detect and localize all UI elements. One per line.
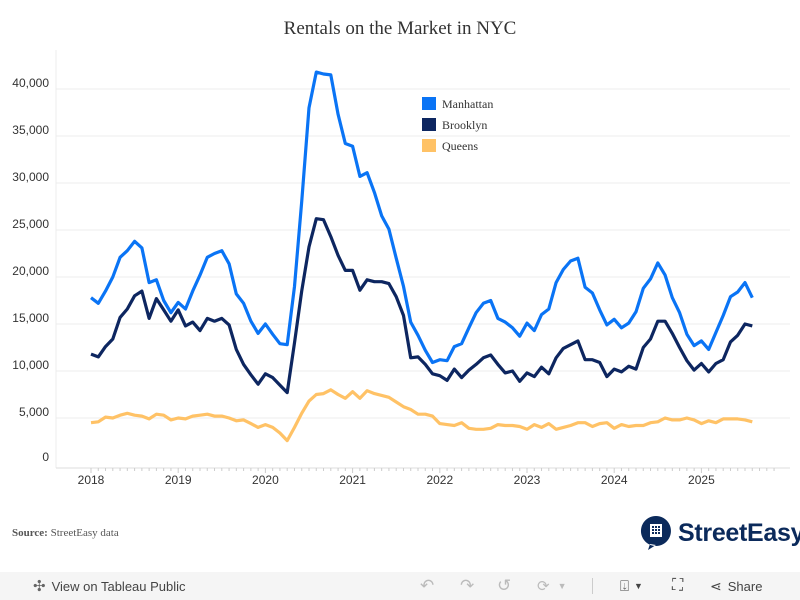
logo-text: StreetEasy <box>678 518 800 547</box>
legend-label: Manhattan <box>442 97 493 111</box>
undo-icon: ↶ <box>420 576 435 595</box>
share-icon: ⋖ <box>710 577 722 594</box>
redo-button[interactable]: ↷ <box>460 576 474 596</box>
source-label: Source: <box>12 527 48 539</box>
refresh-button[interactable]: ⟳ ▼ <box>537 577 567 595</box>
source-text: StreetEasy data <box>50 527 119 539</box>
tableau-icon: ✣ <box>33 578 46 595</box>
y-tick-label: 25,000 <box>12 217 49 231</box>
line-chart: 0 5,000 10,000 15,000 20,000 25,000 30,000 35,0… <box>12 50 790 487</box>
revert-button[interactable]: ↺ <box>497 576 511 596</box>
x-tick-label: 2024 <box>601 473 628 487</box>
x-tick-label: 2023 <box>514 473 541 487</box>
y-tick-label: 5,000 <box>19 405 49 419</box>
revert-icon: ↺ <box>497 576 512 595</box>
legend: Manhattan Brooklyn Queens <box>422 97 493 153</box>
download-icon: ⍗ <box>620 577 630 595</box>
download-button[interactable]: ⍗ ▼ <box>620 578 643 595</box>
legend-item-queens[interactable]: Queens <box>422 139 478 153</box>
y-tick-label: 35,000 <box>12 123 49 137</box>
tableau-toolbar: ✣ View on Tableau Public ↶ ↷ ↺ ⟳ ▼ ⍗ ▼ ⛶ ⋖… <box>0 572 800 600</box>
legend-label: Queens <box>442 139 478 153</box>
series-lines <box>90 70 754 443</box>
y-tick-label: 0 <box>42 450 49 464</box>
x-tick-label: 2025 <box>688 473 715 487</box>
streeteasy-logo: StreetEasy <box>640 515 800 551</box>
y-tick-label: 20,000 <box>12 264 49 278</box>
legend-item-manhattan[interactable]: Manhattan <box>422 97 493 111</box>
legend-swatch <box>422 118 436 131</box>
fullscreen-icon: ⛶ <box>672 577 684 594</box>
y-tick-label: 40,000 <box>12 76 49 90</box>
y-tick-label: 10,000 <box>12 358 49 372</box>
y-tick-label: 15,000 <box>12 311 49 325</box>
legend-swatch <box>422 97 436 110</box>
source-note: Source: StreetEasy data <box>12 527 119 539</box>
building-icon <box>640 516 671 550</box>
view-on-tableau-button[interactable]: ✣ View on Tableau Public <box>33 577 186 595</box>
view-on-tableau-label: View on Tableau Public <box>51 578 186 594</box>
y-axis: 0 5,000 10,000 15,000 20,000 25,000 30,000 35,0… <box>12 76 49 464</box>
chevron-down-icon: ▼ <box>557 581 567 591</box>
refresh-icon: ⟳ <box>537 578 550 595</box>
x-tick-label: 2022 <box>426 473 453 487</box>
x-tick-label: 2020 <box>252 473 279 487</box>
legend-label: Brooklyn <box>442 118 487 132</box>
x-tick-label: 2019 <box>165 473 192 487</box>
fullscreen-button[interactable]: ⛶ <box>672 577 683 595</box>
series-line-brooklyn[interactable] <box>90 217 753 395</box>
toolbar-divider <box>592 578 593 594</box>
share-button[interactable]: ⋖ Share <box>710 578 762 595</box>
legend-item-brooklyn[interactable]: Brooklyn <box>422 118 487 132</box>
chart-title: Rentals on the Market in NYC <box>283 18 517 39</box>
legend-swatch <box>422 139 436 152</box>
series-line-queens[interactable] <box>90 388 753 443</box>
undo-button[interactable]: ↶ <box>420 576 434 596</box>
series-line-manhattan[interactable] <box>90 70 754 365</box>
y-tick-label: 30,000 <box>12 170 49 184</box>
redo-icon: ↷ <box>460 576 475 595</box>
x-tick-label: 2018 <box>78 473 105 487</box>
grid <box>55 50 790 468</box>
chevron-down-icon: ▼ <box>634 581 643 591</box>
share-label: Share <box>727 578 763 594</box>
x-axis: 2018 2019 2020 2021 2022 2023 2024 2025 <box>56 467 790 487</box>
x-tick-label: 2021 <box>339 473 366 487</box>
